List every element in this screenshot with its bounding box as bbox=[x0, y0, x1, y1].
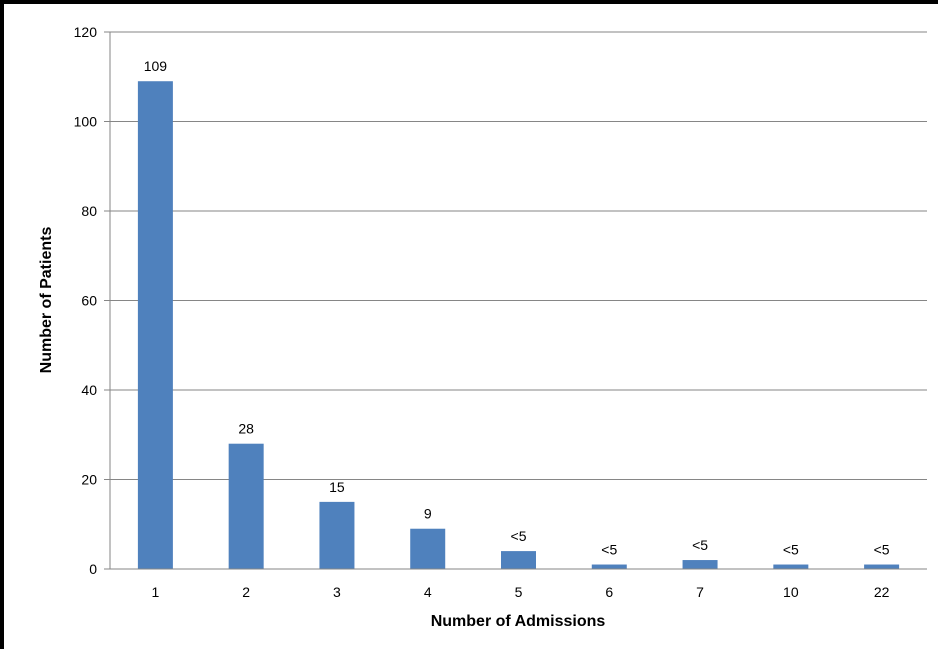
bar-1 bbox=[137, 81, 173, 569]
data-labels: 109 28 15 9 <5 <5 <5 <5 <5 bbox=[144, 58, 890, 557]
y-axis-title: Number of Patients bbox=[38, 227, 55, 374]
bar-3 bbox=[319, 501, 355, 569]
x-tick-label: 5 bbox=[515, 584, 523, 600]
data-label: <5 bbox=[511, 528, 527, 544]
bar-22 bbox=[864, 564, 900, 569]
data-label: <5 bbox=[783, 542, 799, 558]
x-tick-label: 4 bbox=[424, 584, 432, 600]
x-tick-label: 10 bbox=[783, 584, 799, 600]
x-tick-label: 22 bbox=[874, 584, 890, 600]
bar-6 bbox=[591, 564, 627, 569]
data-label: 9 bbox=[424, 506, 432, 522]
data-label: <5 bbox=[874, 542, 890, 558]
x-axis-title: Number of Admissions bbox=[431, 613, 606, 630]
y-tick-label: 20 bbox=[81, 472, 97, 488]
data-label: <5 bbox=[601, 542, 617, 558]
bar-7 bbox=[682, 560, 718, 569]
bar-10 bbox=[773, 564, 809, 569]
x-tick-label: 2 bbox=[242, 584, 250, 600]
y-tick-labels: 0 20 40 60 80 100 120 bbox=[74, 24, 98, 577]
y-tick-label: 100 bbox=[74, 114, 98, 130]
bar-5 bbox=[501, 551, 536, 569]
x-tick-label: 1 bbox=[151, 584, 159, 600]
axes bbox=[109, 32, 927, 570]
gridlines bbox=[104, 31, 927, 570]
bar-2 bbox=[228, 443, 264, 569]
x-tick-label: 7 bbox=[696, 584, 704, 600]
bar-4 bbox=[410, 528, 446, 569]
x-tick-label: 3 bbox=[333, 584, 341, 600]
y-tick-label: 0 bbox=[89, 561, 97, 577]
y-tick-label: 80 bbox=[81, 203, 97, 219]
x-tick-label: 6 bbox=[605, 584, 613, 600]
data-label: 28 bbox=[238, 421, 254, 437]
x-tick-labels: 1 2 3 4 5 6 7 10 22 bbox=[151, 584, 889, 600]
y-tick-label: 40 bbox=[81, 382, 97, 398]
y-tick-label: 60 bbox=[81, 293, 97, 309]
y-tick-label: 120 bbox=[74, 24, 98, 40]
bars bbox=[137, 81, 900, 569]
data-label: <5 bbox=[692, 537, 708, 553]
data-label: 109 bbox=[144, 58, 168, 74]
data-label: 15 bbox=[329, 479, 345, 495]
